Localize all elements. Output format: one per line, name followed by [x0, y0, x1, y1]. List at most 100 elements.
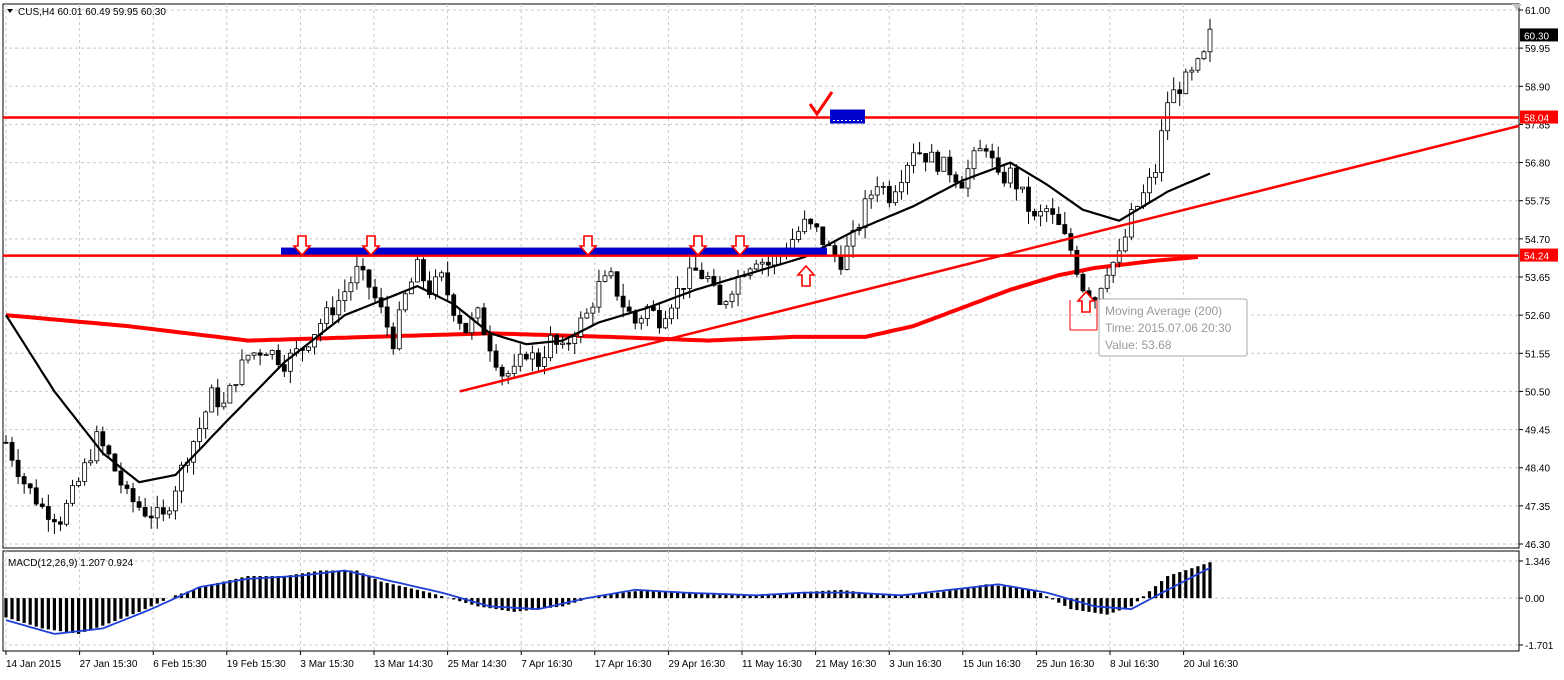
- candle-body: [880, 185, 886, 188]
- y-tick-label: 53.65: [1525, 273, 1550, 284]
- candle-body: [717, 284, 723, 305]
- y-tick-label: 61.00: [1525, 6, 1550, 17]
- candle-body: [1056, 213, 1062, 225]
- ma-200-line[interactable]: [5, 255, 1199, 343]
- x-tick-label: 25 Jun 16:30: [1036, 659, 1094, 670]
- candle-body: [263, 354, 269, 356]
- candle-body: [947, 156, 953, 176]
- candle-body: [529, 352, 535, 360]
- candle-body: [439, 272, 445, 278]
- candle-body: [1171, 89, 1177, 104]
- candle-body: [1080, 273, 1086, 292]
- candle-body: [1074, 249, 1080, 275]
- candle-body: [1068, 233, 1074, 251]
- candle-body: [560, 342, 566, 345]
- candle-body: [1110, 261, 1116, 276]
- candle-body: [517, 353, 523, 367]
- candle-body: [995, 157, 1001, 173]
- candle-body: [324, 307, 330, 324]
- candle-body: [808, 218, 814, 225]
- ma-fast-path[interactable]: [5, 161, 1211, 484]
- candle-body: [1098, 287, 1104, 301]
- y-tick-label: 50.50: [1525, 387, 1550, 398]
- candle-body: [905, 164, 910, 183]
- trendline[interactable]: [459, 124, 1520, 393]
- candle-body: [657, 310, 662, 329]
- candle-body: [251, 352, 257, 356]
- candle-body: [941, 156, 947, 172]
- candle-body: [723, 301, 729, 305]
- x-tick-label: 8 Jul 16:30: [1110, 659, 1159, 670]
- candle-body: [9, 442, 15, 461]
- candle-body: [638, 318, 644, 324]
- candle-body: [330, 307, 336, 316]
- candle-body: [1159, 130, 1164, 173]
- candle-body: [197, 428, 203, 442]
- candle-body: [802, 218, 808, 233]
- check-icon: [808, 91, 834, 117]
- candle-body: [360, 265, 366, 271]
- x-tick-label: 27 Jan 15:30: [80, 659, 138, 670]
- macd-tick-label: 1.346: [1525, 557, 1550, 568]
- candle-body: [203, 411, 209, 429]
- candle-body: [221, 402, 227, 408]
- y-tick-label: 52.60: [1525, 311, 1550, 322]
- macd-signal-line[interactable]: [5, 566, 1211, 635]
- candle-body: [814, 223, 820, 228]
- arrow-down-icon: [578, 235, 598, 257]
- y-tick-label: 55.75: [1525, 197, 1550, 208]
- candle-body: [1189, 69, 1195, 73]
- candle-body: [269, 350, 275, 355]
- candle-body: [1050, 208, 1056, 215]
- macd-tick-label: 0.00: [1525, 594, 1545, 605]
- current-price-badge-text: 60.30: [1524, 31, 1549, 42]
- x-tick-label: 13 Mar 14:30: [374, 659, 433, 670]
- candle-body: [336, 300, 342, 316]
- ma-fast-line[interactable]: [5, 161, 1211, 484]
- candle-body: [687, 267, 693, 289]
- candle-body: [1032, 210, 1037, 217]
- resistance-badge-text: 58.04: [1524, 114, 1549, 125]
- macd-tick-label: -1.701: [1525, 641, 1554, 652]
- candle-body: [1038, 211, 1043, 217]
- candle-body: [868, 194, 874, 200]
- candle-body: [1007, 167, 1013, 184]
- candle-body: [275, 350, 281, 366]
- candle-body: [124, 484, 130, 489]
- resistance-zone[interactable]: [281, 247, 827, 255]
- tooltip-time: Time: 2015.07.06 20:30: [1105, 321, 1232, 335]
- candle-body: [675, 288, 680, 309]
- macd-indicator: [4, 562, 1212, 635]
- candle-body: [106, 445, 112, 455]
- shift-marker-icon: [1512, 4, 1522, 10]
- macd-header: MACD(12,26,9) 1.207 0.924: [8, 558, 134, 569]
- candle-body: [1195, 58, 1201, 71]
- candle-body: [693, 267, 699, 271]
- ma-200-path[interactable]: [5, 255, 1199, 343]
- x-tick-label: 20 Jul 16:30: [1184, 659, 1239, 670]
- candle-body: [33, 487, 39, 505]
- candle-body: [578, 317, 584, 337]
- candle-body: [572, 336, 578, 344]
- target-zone[interactable]: [830, 109, 865, 124]
- candle-body: [620, 295, 626, 308]
- axes: 61.00 59.95 58.90 57.85 56.80 55.75 54.70 53.65…: [5, 4, 1558, 670]
- candle-body: [862, 198, 868, 228]
- candle-body: [100, 431, 106, 447]
- arrow-down-icon: [361, 235, 381, 257]
- candle-body: [70, 485, 75, 504]
- candle-body: [983, 148, 989, 152]
- symbol-header: CUS,H4 60.01 60.49 59.95 60.30: [18, 7, 166, 18]
- candle-body: [372, 286, 378, 299]
- candle-body: [989, 150, 995, 159]
- candle-body: [384, 306, 390, 328]
- symbol-menu-icon[interactable]: [7, 9, 13, 13]
- current-price-badge: [1520, 28, 1558, 42]
- candle-body: [136, 501, 142, 508]
- grid: [2, 3, 1520, 652]
- candle-body: [396, 309, 402, 350]
- candle-body: [1062, 224, 1068, 235]
- macd-panel-frame: [2, 550, 1520, 652]
